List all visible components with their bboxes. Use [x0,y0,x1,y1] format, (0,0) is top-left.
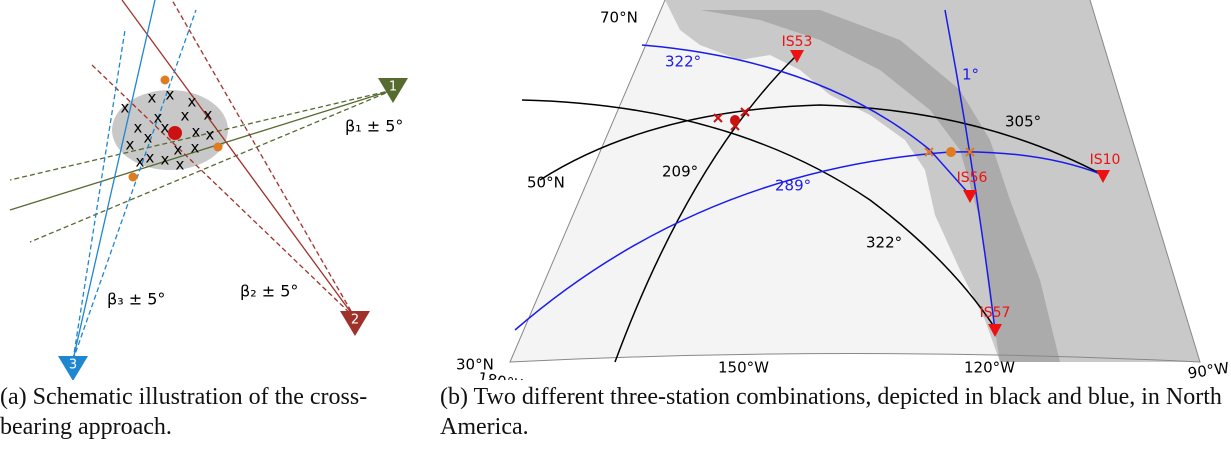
station-label: IS53 [782,34,813,50]
station-label: 3 [69,358,77,373]
station-label: IS10 [1090,152,1121,168]
svg-text:x: x [144,129,153,147]
svg-text:x: x [204,106,213,124]
estimated-source [168,126,182,140]
longitude-label: 120°W [964,359,1015,377]
station-label: IS57 [980,305,1011,321]
longitude-label: 180°W [477,369,530,380]
bearing-label: 209° [662,163,698,181]
svg-text:x: x [134,119,143,137]
svg-text:x: x [181,107,190,125]
svg-text:x: x [161,151,170,169]
bearing-label: 322° [665,53,701,71]
longitude-label: 150°W [718,359,769,377]
blue-estimate [946,147,956,157]
bearing-uncertainty: β₃ ± 5° [107,290,165,309]
bearing-uncertainty: β₂ ± 5° [240,282,298,301]
svg-text:x: x [121,99,130,117]
svg-text:x: x [126,136,135,154]
svg-text:x: x [166,86,175,104]
bearing-label: 1° [962,66,979,84]
svg-text:x: x [206,126,215,144]
bearing-uncertainty: β₁ ± 5° [345,117,403,136]
caption: (a) Schematic illustration of the cross-… [0,382,432,442]
latitude-label: 50°N [527,174,565,192]
bearing-label: 322° [866,234,902,252]
svg-text:x: x [148,89,157,107]
station-label: 1 [389,80,397,95]
svg-text:x: x [191,139,200,157]
station-label: 2 [351,313,359,328]
map: IS53 IS10 IS56 IS57 209° 305° 322° 322° … [456,0,1230,380]
bearing-label: 305° [1005,113,1041,131]
svg-text:x: x [176,156,185,174]
black-estimate [730,115,740,125]
svg-text:x: x [146,149,155,167]
latitude-label: 70°N [600,9,638,27]
svg-text:x: x [136,153,145,171]
caption: (b) Two different three-station combinat… [440,382,1230,442]
figure: xxxx xxxx xxxx xxxx xxx 1 2 3 β₁ ± 5° β₂… [0,0,1231,475]
bearing-label: 289° [775,177,811,195]
station-label: IS56 [957,170,988,186]
